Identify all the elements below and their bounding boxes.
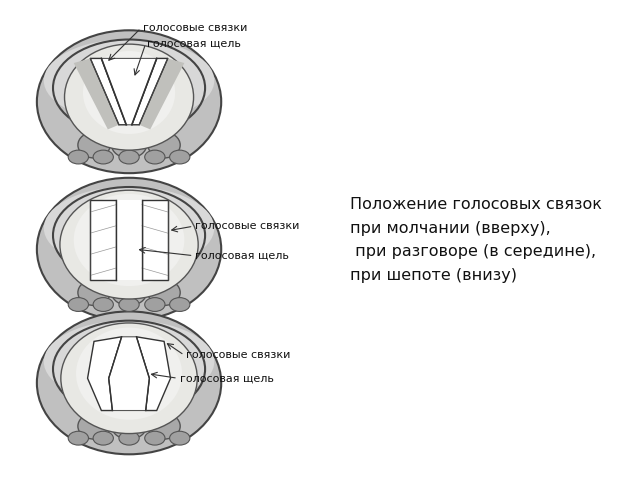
- Ellipse shape: [119, 150, 139, 164]
- Polygon shape: [90, 200, 116, 280]
- Polygon shape: [101, 59, 157, 125]
- Polygon shape: [74, 59, 119, 130]
- Ellipse shape: [145, 298, 165, 312]
- Text: голосовая щель: голосовая щель: [195, 251, 289, 261]
- Ellipse shape: [148, 132, 180, 158]
- Ellipse shape: [119, 298, 139, 312]
- Ellipse shape: [78, 132, 110, 158]
- Text: голосовая щель: голосовая щель: [147, 39, 241, 48]
- Ellipse shape: [111, 413, 147, 439]
- Ellipse shape: [68, 431, 88, 445]
- Ellipse shape: [148, 413, 180, 439]
- Ellipse shape: [170, 150, 190, 164]
- Text: голосовые связки: голосовые связки: [143, 23, 247, 33]
- Ellipse shape: [68, 150, 88, 164]
- Ellipse shape: [170, 431, 190, 445]
- Text: голосовые связки: голосовые связки: [195, 221, 300, 231]
- Ellipse shape: [93, 150, 113, 164]
- Ellipse shape: [78, 280, 110, 305]
- Polygon shape: [90, 59, 126, 125]
- Ellipse shape: [44, 39, 214, 122]
- Ellipse shape: [93, 431, 113, 445]
- Ellipse shape: [44, 187, 214, 269]
- Ellipse shape: [37, 30, 221, 173]
- Polygon shape: [139, 59, 184, 130]
- Ellipse shape: [37, 312, 221, 454]
- Polygon shape: [116, 200, 142, 280]
- Polygon shape: [136, 337, 170, 410]
- Ellipse shape: [68, 298, 88, 312]
- Polygon shape: [109, 337, 149, 410]
- Ellipse shape: [170, 298, 190, 312]
- Ellipse shape: [74, 194, 184, 286]
- Text: голосовые связки: голосовые связки: [186, 350, 291, 360]
- Ellipse shape: [37, 178, 221, 321]
- Ellipse shape: [83, 51, 175, 134]
- Ellipse shape: [111, 280, 147, 305]
- Ellipse shape: [119, 431, 139, 445]
- Ellipse shape: [111, 132, 147, 158]
- Ellipse shape: [148, 280, 180, 305]
- Ellipse shape: [44, 320, 214, 403]
- Ellipse shape: [93, 298, 113, 312]
- Ellipse shape: [65, 44, 193, 150]
- Text: Положение голосовых связок
при молчании (вверху),
 при разговоре (в середине),
п: Положение голосовых связок при молчании …: [350, 197, 602, 283]
- Polygon shape: [132, 59, 168, 125]
- Ellipse shape: [61, 323, 197, 433]
- Ellipse shape: [76, 327, 182, 420]
- Ellipse shape: [78, 413, 110, 439]
- Ellipse shape: [145, 431, 165, 445]
- Ellipse shape: [145, 150, 165, 164]
- Polygon shape: [88, 337, 122, 410]
- Text: голосовая щель: голосовая щель: [180, 373, 274, 383]
- Polygon shape: [142, 200, 168, 280]
- Ellipse shape: [60, 190, 198, 299]
